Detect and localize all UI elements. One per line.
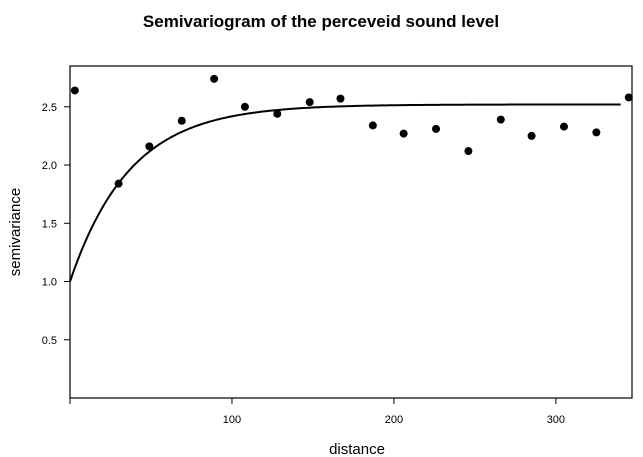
data-point — [114, 179, 123, 188]
x-tick-label: 200 — [385, 414, 403, 426]
y-tick-label: 2.5 — [42, 102, 57, 114]
data-point — [368, 121, 377, 130]
data-point — [527, 131, 536, 140]
data-point — [305, 98, 314, 107]
data-point — [559, 122, 568, 131]
data-point — [432, 124, 441, 133]
y-axis-label: semivariance — [7, 188, 24, 276]
chart-title: Semivariogram of the perceveid sound lev… — [143, 12, 499, 31]
x-tick-label: 300 — [547, 414, 565, 426]
data-point — [273, 109, 282, 118]
y-tick-label: 1.5 — [42, 218, 57, 230]
x-tick-label: 100 — [223, 414, 241, 426]
data-point — [70, 86, 79, 95]
data-point — [464, 147, 473, 156]
y-axis-ticks: 0.5 1.0 1.5 2.0 2.5 — [42, 102, 70, 347]
data-point — [177, 116, 186, 125]
plot-frame — [69, 65, 633, 399]
x-axis-label: distance — [329, 441, 385, 457]
data-point — [399, 129, 408, 138]
y-tick-label: 2.0 — [42, 160, 57, 172]
data-point — [145, 142, 154, 151]
data-point — [336, 94, 345, 103]
data-point — [496, 115, 505, 124]
y-tick-label: 0.5 — [42, 335, 57, 347]
data-point — [210, 74, 219, 83]
data-point — [592, 128, 601, 137]
y-tick-label: 1.0 — [42, 277, 57, 289]
x-axis-ticks: 100 200 300 — [69, 398, 565, 426]
data-points — [70, 74, 633, 188]
data-point — [624, 93, 633, 102]
data-point — [240, 102, 249, 111]
model-curve — [69, 103, 621, 282]
